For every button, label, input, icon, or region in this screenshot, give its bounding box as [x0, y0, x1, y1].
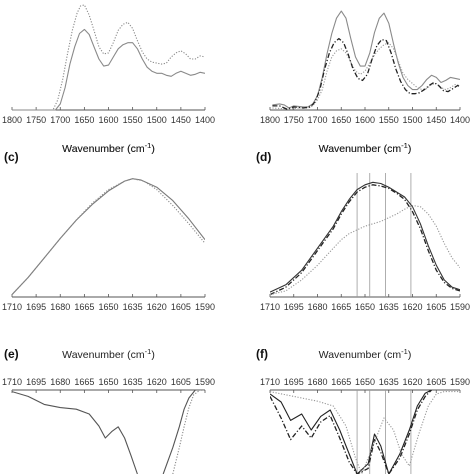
x-tick-label: 1620 — [402, 302, 422, 312]
series-line — [270, 184, 460, 296]
x-tick-label: 1665 — [74, 302, 94, 312]
panel-label: (d) — [256, 150, 271, 164]
x-tick-label: 1635 — [379, 377, 399, 387]
x-axis-title: Wavenumber (cm-1) — [319, 141, 412, 155]
series-line — [272, 37, 460, 110]
x-axis-title: Wavenumber (cm-1) — [319, 347, 412, 361]
x-tick-label: 1635 — [123, 377, 143, 387]
chart-panel-a: 1800 1750 1700 1650 1600 1550 1500 1450 1400 Wave… — [2, 4, 215, 155]
x-tick-label: 1605 — [426, 302, 446, 312]
x-tick-label: 1710 — [260, 377, 280, 387]
x-tick-label: 1500 — [147, 115, 167, 125]
x-tick-label: 1635 — [123, 302, 143, 312]
x-tick-label: 1695 — [284, 377, 304, 387]
x-tick-label: 1550 — [379, 115, 399, 125]
x-tick-label: 1680 — [50, 377, 70, 387]
x-tick-label: 1650 — [98, 302, 118, 312]
x-tick-label: 1620 — [402, 377, 422, 387]
x-axis-title: Wavenumber (cm-1) — [62, 141, 155, 155]
x-tick-label: 1400 — [195, 115, 215, 125]
x-tick-label: 1695 — [284, 302, 304, 312]
chart-panel-f: 1710 1695 1680 1665 1650 1635 1620 1605 1590(f) W… — [256, 347, 470, 474]
x-tick-label: 1800 — [2, 115, 22, 125]
x-tick-label: 1605 — [171, 377, 191, 387]
x-axis-title: Wavenumber (cm-1) — [319, 141, 412, 155]
x-tick-label: 1450 — [171, 115, 191, 125]
x-tick-label: 1710 — [260, 302, 280, 312]
x-axis-title: Wavenumber (cm-1) — [62, 141, 155, 155]
x-tick-label: 1680 — [307, 377, 327, 387]
x-tick-label: 1600 — [98, 115, 118, 125]
x-tick-label: 1600 — [355, 115, 375, 125]
series-line — [12, 178, 205, 295]
chart-panel-c: 1710 1695 1680 1665 1650 1635 1620 1605 1590 (c) W… — [2, 141, 215, 312]
x-tick-label: 1800 — [260, 115, 280, 125]
x-tick-label: 1695 — [26, 377, 46, 387]
series-line — [172, 390, 205, 474]
x-tick-label: 1750 — [284, 115, 304, 125]
x-tick-label: 1400 — [450, 115, 470, 125]
panel-label: (c) — [4, 150, 19, 164]
x-tick-label: 1665 — [74, 377, 94, 387]
series-line — [270, 391, 460, 474]
x-tick-label: 1590 — [195, 377, 215, 387]
x-tick-label: 1590 — [450, 302, 470, 312]
x-tick-label: 1665 — [331, 377, 351, 387]
x-tick-label: 1620 — [147, 377, 167, 387]
series-line — [272, 10, 460, 109]
x-tick-label: 1450 — [426, 115, 446, 125]
chart-panel-b: 1800 1750 1700 1650 1600 1550 1500 1450 1400Wave… — [260, 10, 470, 155]
x-tick-label: 1680 — [307, 302, 327, 312]
x-tick-label: 1650 — [331, 115, 351, 125]
x-tick-label: 1710 — [2, 377, 22, 387]
x-tick-label: 1500 — [402, 115, 422, 125]
x-tick-label: 1665 — [331, 302, 351, 312]
x-tick-label: 1590 — [450, 377, 470, 387]
x-tick-label: 1680 — [50, 302, 70, 312]
x-tick-label: 1700 — [307, 115, 327, 125]
x-tick-label: 1605 — [171, 302, 191, 312]
series-line — [270, 181, 460, 293]
x-tick-label: 1750 — [26, 115, 46, 125]
x-tick-label: 1650 — [355, 377, 375, 387]
series-line — [270, 204, 460, 296]
series-line — [12, 4, 205, 111]
x-tick-label: 1710 — [2, 302, 22, 312]
x-tick-label: 1650 — [355, 302, 375, 312]
x-tick-label: 1650 — [98, 377, 118, 387]
x-tick-label: 1635 — [379, 302, 399, 312]
series-line — [270, 390, 432, 474]
chart-panel-d: 1710 1695 1680 1665 1650 1635 1620 1605 1590(d)W… — [256, 141, 470, 312]
x-axis-title: Wavenumber (cm-1) — [62, 347, 155, 361]
series-line — [270, 390, 432, 474]
panel-label: (f) — [256, 347, 268, 361]
series-line — [12, 28, 205, 111]
series-line — [162, 390, 196, 474]
x-tick-label: 1605 — [426, 377, 446, 387]
series-line — [12, 178, 205, 295]
x-tick-label: 1700 — [50, 115, 70, 125]
panel-label: (e) — [4, 347, 19, 361]
x-tick-label: 1650 — [74, 115, 94, 125]
x-tick-label: 1620 — [147, 302, 167, 312]
x-tick-label: 1550 — [123, 115, 143, 125]
chart-panel-e: 1710 1695 1680 1665 1650 1635 1620 1605 1590 (e) W… — [2, 347, 215, 474]
x-tick-label: 1590 — [195, 302, 215, 312]
series-line — [12, 391, 138, 474]
x-tick-label: 1695 — [26, 302, 46, 312]
